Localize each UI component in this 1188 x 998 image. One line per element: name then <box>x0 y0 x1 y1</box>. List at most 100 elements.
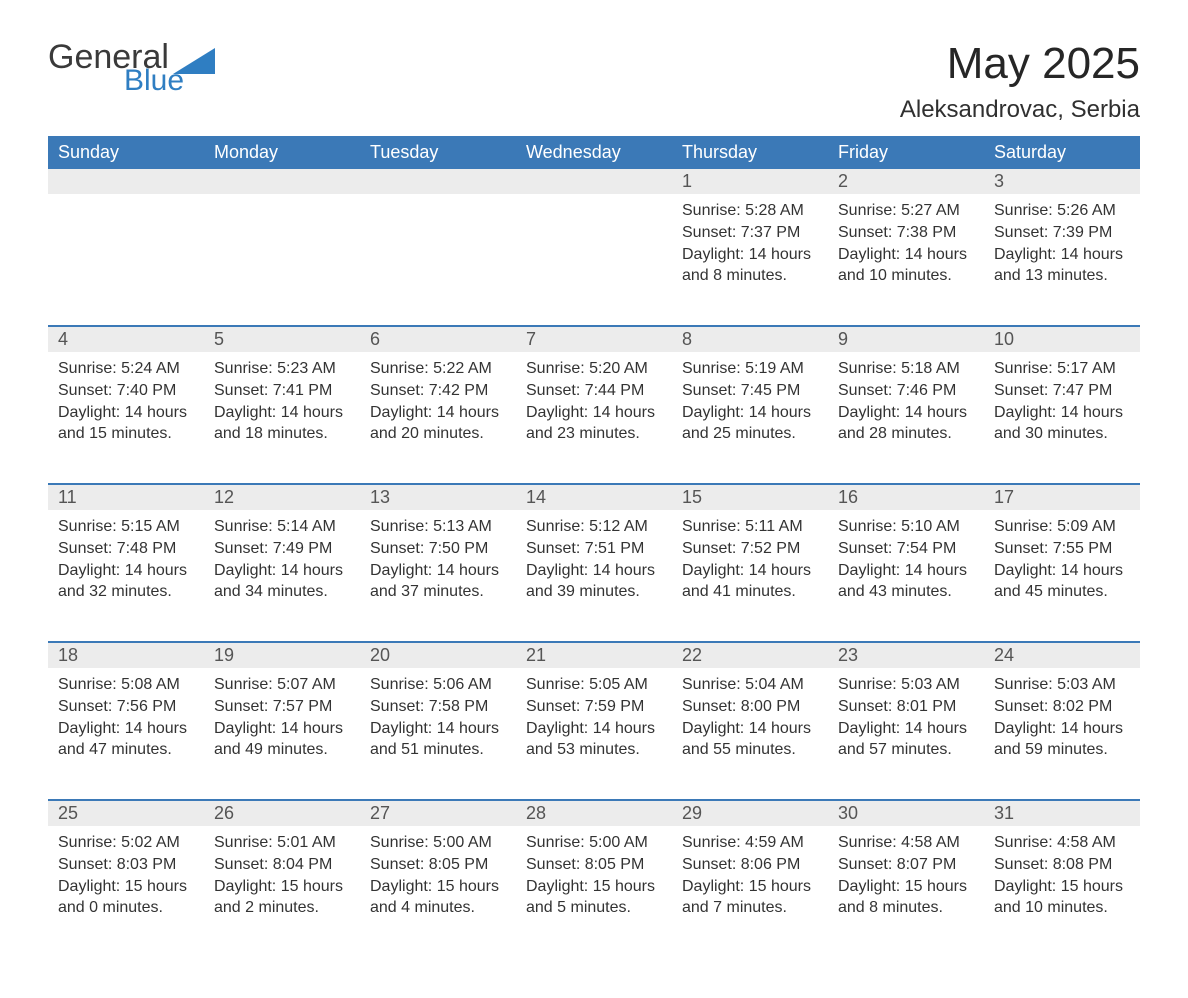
day-cell: Sunrise: 5:09 AMSunset: 7:55 PMDaylight:… <box>984 510 1140 642</box>
sunrise-line: Sunrise: 4:59 AM <box>682 832 818 854</box>
daylight-line: Daylight: 15 hours and 10 minutes. <box>994 876 1130 919</box>
day-number: 21 <box>516 642 672 668</box>
sunset-line: Sunset: 7:58 PM <box>370 696 506 718</box>
day-cell: Sunrise: 5:20 AMSunset: 7:44 PMDaylight:… <box>516 352 672 484</box>
sunrise-line: Sunrise: 5:22 AM <box>370 358 506 380</box>
sunset-line: Sunset: 7:50 PM <box>370 538 506 560</box>
weekday-header-row: Sunday Monday Tuesday Wednesday Thursday… <box>48 136 1140 169</box>
weekday-header: Monday <box>204 136 360 169</box>
day-number: 9 <box>828 326 984 352</box>
daylight-line: Daylight: 14 hours and 10 minutes. <box>838 244 974 287</box>
day-cell: Sunrise: 5:27 AMSunset: 7:38 PMDaylight:… <box>828 194 984 326</box>
sunset-line: Sunset: 8:06 PM <box>682 854 818 876</box>
sunset-line: Sunset: 7:47 PM <box>994 380 1130 402</box>
sunrise-line: Sunrise: 5:19 AM <box>682 358 818 380</box>
weekday-header: Saturday <box>984 136 1140 169</box>
daylight-line: Daylight: 14 hours and 45 minutes. <box>994 560 1130 603</box>
day-cell: Sunrise: 5:03 AMSunset: 8:02 PMDaylight:… <box>984 668 1140 800</box>
sunrise-line: Sunrise: 5:09 AM <box>994 516 1130 538</box>
day-cell: Sunrise: 5:08 AMSunset: 7:56 PMDaylight:… <box>48 668 204 800</box>
sunrise-line: Sunrise: 5:06 AM <box>370 674 506 696</box>
day-number: . <box>360 169 516 194</box>
day-cell: Sunrise: 5:12 AMSunset: 7:51 PMDaylight:… <box>516 510 672 642</box>
sunset-line: Sunset: 8:05 PM <box>526 854 662 876</box>
day-number: 5 <box>204 326 360 352</box>
sunset-line: Sunset: 7:59 PM <box>526 696 662 718</box>
sunset-line: Sunset: 7:55 PM <box>994 538 1130 560</box>
sunset-line: Sunset: 7:57 PM <box>214 696 350 718</box>
sunset-line: Sunset: 8:03 PM <box>58 854 194 876</box>
sunset-line: Sunset: 7:39 PM <box>994 222 1130 244</box>
sunset-line: Sunset: 7:49 PM <box>214 538 350 560</box>
day-number: . <box>48 169 204 194</box>
sunset-line: Sunset: 7:52 PM <box>682 538 818 560</box>
day-cell: Sunrise: 4:59 AMSunset: 8:06 PMDaylight:… <box>672 826 828 958</box>
sunset-line: Sunset: 7:51 PM <box>526 538 662 560</box>
daylight-line: Daylight: 14 hours and 30 minutes. <box>994 402 1130 445</box>
day-cell: Sunrise: 5:02 AMSunset: 8:03 PMDaylight:… <box>48 826 204 958</box>
sunrise-line: Sunrise: 5:24 AM <box>58 358 194 380</box>
daylight-line: Daylight: 14 hours and 23 minutes. <box>526 402 662 445</box>
sunset-line: Sunset: 7:56 PM <box>58 696 194 718</box>
day-cell: Sunrise: 5:24 AMSunset: 7:40 PMDaylight:… <box>48 352 204 484</box>
sunrise-line: Sunrise: 5:13 AM <box>370 516 506 538</box>
sunrise-line: Sunrise: 5:10 AM <box>838 516 974 538</box>
day-cell: Sunrise: 5:00 AMSunset: 8:05 PMDaylight:… <box>360 826 516 958</box>
sunset-line: Sunset: 7:45 PM <box>682 380 818 402</box>
day-number: . <box>204 169 360 194</box>
day-number: 31 <box>984 800 1140 826</box>
page-subtitle: Aleksandrovac, Serbia <box>900 96 1140 124</box>
sunset-line: Sunset: 8:02 PM <box>994 696 1130 718</box>
day-content-row: Sunrise: 5:02 AMSunset: 8:03 PMDaylight:… <box>48 826 1140 958</box>
day-number: 23 <box>828 642 984 668</box>
day-content-row: Sunrise: 5:08 AMSunset: 7:56 PM Daylight:… <box>48 668 1140 800</box>
day-number: . <box>516 169 672 194</box>
daylight-line: Daylight: 14 hours and 49 minutes. <box>214 718 350 761</box>
day-cell: Sunrise: 5:22 AMSunset: 7:42 PMDaylight:… <box>360 352 516 484</box>
day-number: 17 <box>984 484 1140 510</box>
day-number: 25 <box>48 800 204 826</box>
sunset-line: Sunset: 7:54 PM <box>838 538 974 560</box>
day-cell: Sunrise: 5:17 AMSunset: 7:47 PMDaylight:… <box>984 352 1140 484</box>
day-number: 18 <box>48 642 204 668</box>
day-number: 19 <box>204 642 360 668</box>
sunset-line: Sunset: 8:01 PM <box>838 696 974 718</box>
day-cell: Sunrise: 5:18 AMSunset: 7:46 PMDaylight:… <box>828 352 984 484</box>
sunrise-line: Sunrise: 4:58 AM <box>838 832 974 854</box>
sunrise-line: Sunrise: 5:23 AM <box>214 358 350 380</box>
daylight-line: Daylight: 14 hours and 8 minutes. <box>682 244 818 287</box>
daylight-line: Daylight: 14 hours and 51 minutes. <box>370 718 506 761</box>
day-number: 24 <box>984 642 1140 668</box>
day-number: 26 <box>204 800 360 826</box>
weekday-header: Friday <box>828 136 984 169</box>
day-cell <box>360 194 516 326</box>
day-cell: Sunrise: 5:05 AMSunset: 7:59 PMDaylight:… <box>516 668 672 800</box>
day-number: 12 <box>204 484 360 510</box>
day-number: 28 <box>516 800 672 826</box>
day-cell: Sunrise: 5:19 AMSunset: 7:45 PMDaylight:… <box>672 352 828 484</box>
day-cell: Sunrise: 5:03 AMSunset: 8:01 PMDaylight:… <box>828 668 984 800</box>
day-cell: Sunrise: 5:14 AMSunset: 7:49 PMDaylight:… <box>204 510 360 642</box>
day-number-row: 11121314151617 <box>48 484 1140 510</box>
sunset-line: Sunset: 7:46 PM <box>838 380 974 402</box>
daylight-line: Daylight: 14 hours and 59 minutes. <box>994 718 1130 761</box>
logo: General Blue <box>48 40 215 96</box>
day-cell: Sunrise: 5:01 AMSunset: 8:04 PMDaylight:… <box>204 826 360 958</box>
day-cell: Sunrise: 5:06 AMSunset: 7:58 PMDaylight:… <box>360 668 516 800</box>
day-cell: Sunrise: 5:10 AMSunset: 7:54 PMDaylight:… <box>828 510 984 642</box>
sunset-line: Sunset: 7:37 PM <box>682 222 818 244</box>
sunset-line: Sunset: 7:42 PM <box>370 380 506 402</box>
sunrise-line: Sunrise: 5:01 AM <box>214 832 350 854</box>
daylight-line: Daylight: 14 hours and 32 minutes. <box>58 560 194 603</box>
day-number-row: 25262728293031 <box>48 800 1140 826</box>
day-cell: Sunrise: 5:23 AMSunset: 7:41 PMDaylight:… <box>204 352 360 484</box>
day-content-row: Sunrise: 5:15 AMSunset: 7:48 PMDaylight:… <box>48 510 1140 642</box>
weekday-header: Thursday <box>672 136 828 169</box>
sunset-line: Sunset: 8:04 PM <box>214 854 350 876</box>
day-cell: Sunrise: 5:26 AMSunset: 7:39 PMDaylight:… <box>984 194 1140 326</box>
page-title: May 2025 <box>900 40 1140 88</box>
sunrise-line: Sunrise: 5:20 AM <box>526 358 662 380</box>
sunrise-line: Sunrise: 5:08 AM <box>58 674 194 696</box>
sunset-line: Sunset: 7:38 PM <box>838 222 974 244</box>
day-content-row: Sunrise: 5:24 AMSunset: 7:40 PMDaylight:… <box>48 352 1140 484</box>
